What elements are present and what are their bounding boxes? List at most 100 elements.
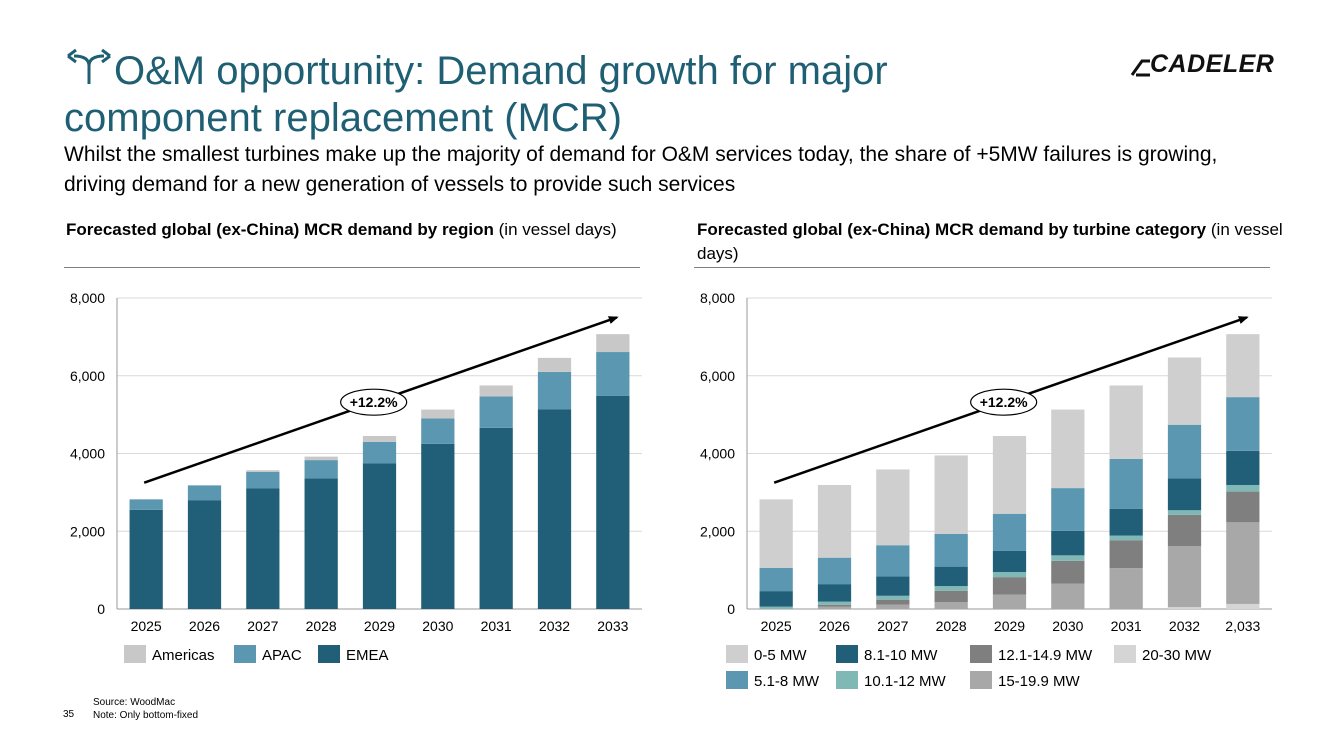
x-tick-label: 2030: [422, 618, 453, 634]
bar-segment-emea: [304, 478, 338, 609]
legend-label: EMEA: [346, 647, 389, 664]
bar-segment-emea: [537, 409, 572, 609]
turbine-chart-rule: [694, 267, 1270, 268]
region-demand-chart: 0 2,000 4,000 6,000 8,000 2025 2026 2027 2028 202…: [70, 290, 642, 634]
bar-segment-apac: [421, 418, 455, 444]
legend-swatch: [726, 645, 748, 663]
x-tick-label: 2028: [936, 618, 967, 634]
bar-segment-10-1-12-mw: [759, 606, 793, 609]
bar-segment-0-5-mw: [934, 455, 968, 534]
note-text: Note: Only bottom-fixed: [93, 710, 199, 721]
bar-segment-emea: [129, 509, 163, 609]
bar-segment-0-5-mw: [992, 436, 1027, 514]
legend-item-12-1-14-9-mw: 12.1-14.9 MW: [970, 645, 1092, 665]
bar-segment-12-1-14-9-mw: [876, 599, 910, 605]
bar-segment-12-1-14-9-mw: [934, 590, 968, 603]
bar-segment-15-19-9-mw: [1167, 546, 1202, 608]
source-text: Source: WoodMac: [93, 697, 176, 708]
bar-segment-apac: [479, 396, 513, 428]
legend-label: 12.1-14.9 MW: [998, 647, 1093, 664]
bar-segment-8-1-10-mw: [1226, 450, 1260, 485]
bar-segment-americas: [479, 385, 513, 397]
x-tick-label: 2025: [131, 618, 162, 634]
x-tick-label: 2027: [877, 618, 908, 634]
y-tick-label: 4,000: [700, 446, 735, 462]
bar-segment-12-1-14-9-mw: [1051, 560, 1085, 584]
legend-item-10-1-12-mw: 10.1-12 MW: [836, 671, 946, 691]
x-tick-label: 2031: [481, 618, 512, 634]
bar-segment-apac: [362, 441, 397, 464]
bar-segment-5-1-8-mw: [1109, 458, 1143, 509]
legend-label: 8.1-10 MW: [864, 647, 938, 664]
y-tick-label: 0: [97, 601, 105, 617]
legend-item-5-1-8-mw: 5.1-8 MW: [726, 671, 819, 691]
x-tick-label: 2026: [819, 618, 850, 634]
bar-segment-15-19-9-mw: [876, 604, 910, 609]
source-note: Source: WoodMac Note: Only bottom-fixed: [93, 696, 198, 722]
bar-segment-12-1-14-9-mw: [1167, 514, 1202, 547]
y-tick-label: 6,000: [70, 368, 105, 384]
bar-segment-apac: [304, 460, 338, 479]
bar-segment-12-1-14-9-mw: [992, 577, 1027, 595]
x-tick-label: 2030: [1052, 618, 1083, 634]
y-tick-label: 2,000: [70, 523, 105, 539]
x-tick-label: 2029: [364, 618, 395, 634]
growth-annotation: +12.2%: [350, 394, 398, 410]
branch-arrows-icon: [64, 46, 114, 96]
logo-text: CADELER: [1150, 50, 1275, 78]
x-tick-label: 2025: [761, 618, 792, 634]
bar-segment-apac: [187, 485, 222, 501]
legend-item-emea: EMEA: [318, 645, 389, 665]
bar-segment-15-19-9-mw: [817, 606, 852, 609]
bar-segment-emea: [596, 395, 630, 609]
bar-segment-0-5-mw: [759, 499, 793, 568]
bar-segment-apac: [537, 371, 572, 410]
bar-segment-0-5-mw: [1167, 357, 1202, 425]
y-tick-label: 2,000: [700, 523, 735, 539]
x-tick-label: 2029: [994, 618, 1025, 634]
bar-segment-20-30-mw: [1226, 603, 1260, 609]
x-tick-label: 2033: [597, 618, 628, 634]
slide-title: O&M opportunity: Demand growth for major…: [64, 46, 1084, 141]
bar-segment-apac: [129, 499, 163, 510]
legend-swatch: [234, 645, 256, 663]
bar-segment-12-1-14-9-mw: [817, 604, 852, 607]
y-tick-label: 0: [727, 601, 735, 617]
x-tick-label: 2032: [539, 618, 570, 634]
bar-segment-15-19-9-mw: [1051, 583, 1085, 609]
legend-swatch: [1114, 645, 1136, 663]
legend-item-20-30-mw: 20-30 MW: [1114, 645, 1211, 665]
growth-annotation: +12.2%: [980, 394, 1028, 410]
legend-label: 15-19.9 MW: [998, 673, 1080, 690]
bar-segment-10-1-12-mw: [992, 572, 1027, 578]
bar-segment-10-1-12-mw: [817, 601, 852, 605]
bar-segment-americas: [362, 436, 397, 442]
legend-swatch: [970, 645, 992, 663]
legend-item-15-19-9-mw: 15-19.9 MW: [970, 671, 1080, 691]
cadeler-logo: CADELER: [1130, 50, 1274, 79]
bar-segment-8-1-10-mw: [1109, 508, 1143, 536]
bar-segment-10-1-12-mw: [1167, 510, 1202, 515]
bar-segment-americas: [537, 357, 572, 372]
bar-segment-10-1-12-mw: [1051, 555, 1085, 561]
legend-label: APAC: [262, 647, 302, 664]
legend-label: 0-5 MW: [754, 647, 807, 664]
turbine-demand-chart: 0 2,000 4,000 6,000 8,000 2025 2026 2027 2028 202…: [700, 290, 1272, 634]
slide-subtitle: Whilst the smallest turbines make up the…: [64, 143, 1218, 196]
x-tick-label: 2028: [306, 618, 337, 634]
legend-item-americas: Americas: [124, 645, 215, 665]
bar-segment-emea: [421, 443, 455, 609]
growth-annotation-oval: [970, 388, 1038, 416]
bar-segment-americas: [304, 456, 338, 461]
bar-segment-5-1-8-mw: [817, 557, 852, 585]
bar-segment-emea: [246, 488, 280, 609]
bar-segment-americas: [596, 334, 630, 353]
bar-segment-0-5-mw: [1109, 385, 1143, 459]
legend-item-apac: APAC: [234, 645, 302, 665]
bar-segment-0-5-mw: [876, 469, 910, 546]
bar-segment-8-1-10-mw: [759, 591, 793, 607]
y-tick-label: 4,000: [70, 446, 105, 462]
legend-swatch: [726, 671, 748, 689]
legend-swatch: [836, 671, 858, 689]
legend-item-8-1-10-mw: 8.1-10 MW: [836, 645, 937, 665]
